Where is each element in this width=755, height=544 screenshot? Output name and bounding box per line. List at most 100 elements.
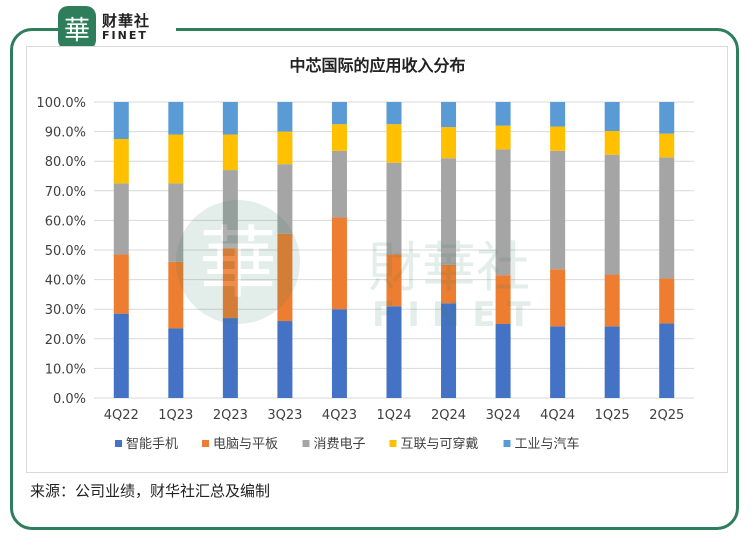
bar-segment [113, 254, 129, 314]
bar-segment [604, 274, 620, 327]
bar-segment [168, 183, 184, 262]
bar-segment [550, 150, 566, 270]
bar-segment [331, 150, 347, 218]
bar-segment [441, 303, 457, 398]
legend-swatch [503, 440, 511, 447]
legend-swatch [115, 440, 122, 447]
chart-title: 中芯国际的应用收入分布 [289, 56, 466, 75]
y-tick-label: 30.0% [45, 303, 86, 318]
bars [113, 102, 675, 398]
y-tick-label: 60.0% [45, 214, 86, 229]
bar-segment [277, 131, 293, 165]
legend-label: 工业与汽车 [515, 436, 580, 452]
bar-segment [659, 323, 675, 398]
bar-segment [441, 102, 457, 128]
bar-segment [495, 275, 511, 324]
y-axis-ticks: 0.0% 10.0% 20.0% 30.0% 40.0% 50.0% 60.0% 70.0% 8… [36, 96, 86, 407]
bar-segment [441, 264, 457, 304]
bar-segment [604, 102, 620, 132]
bar-segment [659, 157, 675, 279]
logo-text: 财華社 FINET [102, 12, 151, 42]
bar-segment [331, 124, 347, 151]
x-tick-label: 3Q23 [267, 408, 302, 423]
bar-segment [659, 102, 675, 134]
y-tick-label: 90.0% [45, 126, 86, 141]
legend-swatch [202, 440, 209, 447]
bar-segment [277, 102, 293, 132]
bar-segment [222, 318, 238, 398]
x-tick-label: 2Q24 [431, 408, 466, 423]
y-tick-label: 80.0% [45, 155, 86, 170]
bar-segment [222, 134, 238, 171]
x-tick-label: 2Q25 [649, 408, 684, 423]
bar-segment [550, 126, 566, 151]
bar-segment [441, 158, 457, 265]
bar-segment [386, 124, 402, 163]
legend-label: 电脑与平板 [213, 437, 278, 452]
y-tick-label: 70.0% [45, 185, 86, 200]
bar-segment [386, 162, 402, 255]
watermark: 華 財華社 FINET [176, 200, 543, 335]
y-tick-label: 40.0% [45, 274, 86, 289]
bar-segment [386, 102, 402, 125]
bar-segment [113, 102, 129, 139]
legend-label: 智能手机 [126, 437, 178, 452]
bar-segment [659, 278, 675, 324]
bar-segment [168, 261, 184, 329]
x-tick-label: 1Q25 [595, 408, 630, 423]
finet-logo: 華 财華社 FINET [58, 4, 176, 52]
y-tick-label: 0.0% [53, 392, 86, 407]
bar-segment [495, 125, 511, 150]
y-tick-label: 20.0% [45, 333, 86, 348]
x-tick-label: 4Q23 [322, 408, 357, 423]
bar-segment [222, 248, 238, 319]
bar-segment [659, 133, 675, 158]
legend-swatch [302, 440, 310, 447]
bar-segment [222, 170, 238, 249]
bar-segment [113, 183, 129, 255]
watermark-name-cn: 財華社 [368, 236, 530, 299]
bar-segment [550, 102, 566, 127]
watermark-seal [176, 200, 300, 324]
bar-segment [331, 309, 347, 398]
bar-segment [113, 139, 129, 184]
x-tick-label: 4Q22 [104, 408, 139, 423]
legend: 智能手机 电脑与平板 消费电子 互联与可穿戴 工业与汽车 [115, 436, 580, 452]
bar-segment [331, 217, 347, 310]
x-tick-label: 3Q24 [486, 408, 521, 423]
bar-segment [550, 326, 566, 398]
watermark-badge: 華 [199, 219, 277, 309]
bar-segment [331, 102, 347, 125]
bar-segment [441, 127, 457, 159]
x-tick-label: 2Q23 [213, 408, 248, 423]
legend-label: 互联与可穿戴 [401, 436, 479, 452]
bar-segment [604, 154, 620, 275]
bar-segment [495, 102, 511, 126]
bar-segment [277, 321, 293, 398]
source-note: 来源：公司业绩，财华社汇总及编制 [30, 482, 271, 500]
x-tick-label: 1Q24 [376, 408, 411, 423]
x-tick-label: 1Q23 [158, 408, 193, 423]
bar-segment [168, 134, 184, 184]
logo-badge: 華 [58, 6, 96, 50]
watermark-name-en: FINET [372, 295, 543, 335]
bar-segment [277, 233, 293, 322]
legend-label: 消费电子 [314, 437, 366, 452]
legend-swatch [389, 440, 397, 447]
logo-name-cn: 财華社 [102, 12, 151, 31]
bar-segment [168, 328, 184, 398]
y-tick-label: 50.0% [45, 244, 86, 259]
bar-segment [495, 324, 511, 398]
bar-segment [604, 326, 620, 398]
bar-segment [222, 102, 238, 135]
bar-segment [495, 149, 511, 276]
y-tick-label: 10.0% [45, 362, 86, 377]
bar-segment [550, 269, 566, 327]
y-tick-label: 100.0% [36, 96, 86, 111]
bar-segment [386, 306, 402, 398]
bar-segment [277, 164, 293, 234]
x-axis-ticks: 4Q22 1Q23 2Q23 3Q23 4Q23 1Q24 2Q24 3Q24 4Q24 1Q25… [104, 408, 685, 423]
bar-segment [113, 313, 129, 398]
x-tick-label: 4Q24 [540, 408, 575, 423]
